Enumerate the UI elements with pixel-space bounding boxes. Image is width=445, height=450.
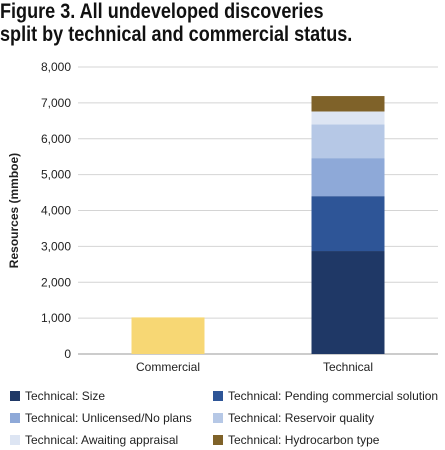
title-line-2: split by technical and commercial status… — [0, 23, 353, 46]
legend-swatch — [10, 391, 20, 401]
y-tick-label: 7,000 — [41, 96, 71, 110]
legend-label: Technical: Pending commercial solution — [228, 389, 439, 403]
y-tick-label: 2,000 — [41, 275, 71, 289]
legend-swatch — [213, 413, 223, 423]
legend-label: Technical: Unlicensed/No plans — [25, 411, 192, 425]
y-tick-label: 4,000 — [41, 204, 71, 218]
bar-segment — [311, 111, 385, 125]
title-line-1: Figure 3. All undeveloped discoveries — [0, 0, 324, 23]
legend-swatch — [10, 435, 20, 445]
y-tick-label: 1,000 — [41, 311, 71, 325]
stacked-bar-chart: 0 1,000 2,000 3,000 4,000 5,000 6,000 7,000 8,00… — [7, 60, 438, 374]
y-tick-label: 8,000 — [41, 60, 71, 74]
bar-segment — [311, 96, 385, 112]
bar-segment — [131, 317, 205, 354]
legend-label: Technical: Hydrocarbon type — [228, 433, 380, 447]
bar-segment — [311, 196, 385, 252]
y-tick-label: 5,000 — [41, 168, 71, 182]
legend-label: Technical: Size — [25, 389, 106, 403]
x-tick-label: Commercial — [136, 360, 200, 374]
legend-item: Technical: Awaiting appraisal — [10, 432, 178, 448]
legend-item: Technical: Hydrocarbon type — [213, 432, 379, 448]
legend-item: Technical: Unlicensed/No plans — [10, 410, 192, 426]
bar-segment — [311, 124, 385, 159]
legend-item: Technical: Pending commercial solution — [213, 388, 438, 404]
y-axis-label: Resources (mmboe) — [7, 153, 21, 268]
y-tick-label: 0 — [64, 347, 71, 361]
bar-segment — [311, 251, 385, 354]
x-tick-label: Technical — [323, 360, 373, 374]
legend-swatch — [213, 435, 223, 445]
figure-title: Figure 3. All undeveloped discoveries sp… — [0, 0, 383, 46]
y-tick-label: 6,000 — [41, 132, 71, 146]
bar-segment — [311, 158, 385, 197]
legend-swatch — [213, 391, 223, 401]
legend-label: Technical: Awaiting appraisal — [25, 433, 179, 447]
legend-label: Technical: Reservoir quality — [228, 411, 375, 425]
legend-item: Technical: Size — [10, 388, 105, 404]
legend-swatch — [10, 413, 20, 423]
y-tick-label: 3,000 — [41, 239, 71, 253]
legend-item: Technical: Reservoir quality — [213, 410, 374, 426]
